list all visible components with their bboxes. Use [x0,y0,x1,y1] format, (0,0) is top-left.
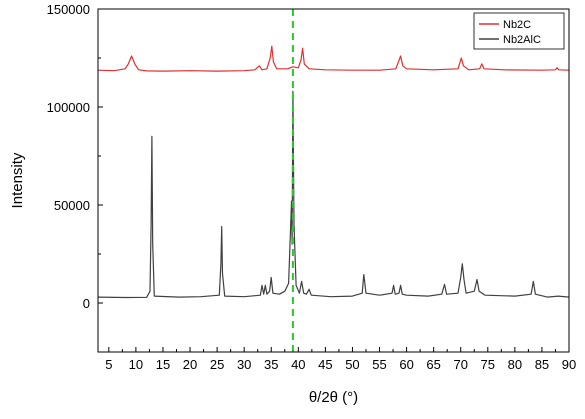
x-axis-title: θ/2θ (°) [309,389,358,406]
y-tick-label: 50000 [54,198,90,213]
plot-frame [97,8,570,353]
x-tick-label: 5 [105,357,112,372]
x-tick-label: 65 [426,357,440,372]
x-tick-label: 40 [291,357,305,372]
x-tick-label: 30 [237,357,251,372]
y-tick-label: 100000 [47,100,90,115]
x-tick-label: 45 [318,357,332,372]
y-tick-label: 150000 [47,2,90,17]
series-line-nb2c [97,45,570,72]
x-tick-label: 60 [399,357,413,372]
x-tick-label: 35 [264,357,278,372]
x-axis: 5 10 15 20 25 30 35 40 45 50 55 60 65 70 75 80 85 90 [105,347,576,372]
y-axis: 0 50000 100000 150000 [47,2,103,353]
y-tick-label: 0 [83,296,90,311]
x-tick-label: 50 [345,357,359,372]
x-tick-label: 70 [453,357,467,372]
x-tick-label: 20 [183,357,197,372]
x-tick-label: 75 [481,357,495,372]
y-axis-title: Intensity [9,152,26,208]
x-tick-label: 85 [535,357,549,372]
x-tick-label: 55 [372,357,386,372]
x-tick-label: 25 [210,357,224,372]
legend-label: Nb2AlC [503,34,541,46]
x-tick-label: 10 [129,357,143,372]
series-line-nb2alc [97,90,570,299]
x-tick-label: 90 [562,357,576,372]
series-layer [97,45,570,299]
legend-label: Nb2C [503,19,531,31]
x-tick-label: 15 [156,357,170,372]
legend: Nb2C Nb2AlC [473,12,565,50]
legend-box [473,12,565,50]
x-tick-label: 80 [508,357,522,372]
